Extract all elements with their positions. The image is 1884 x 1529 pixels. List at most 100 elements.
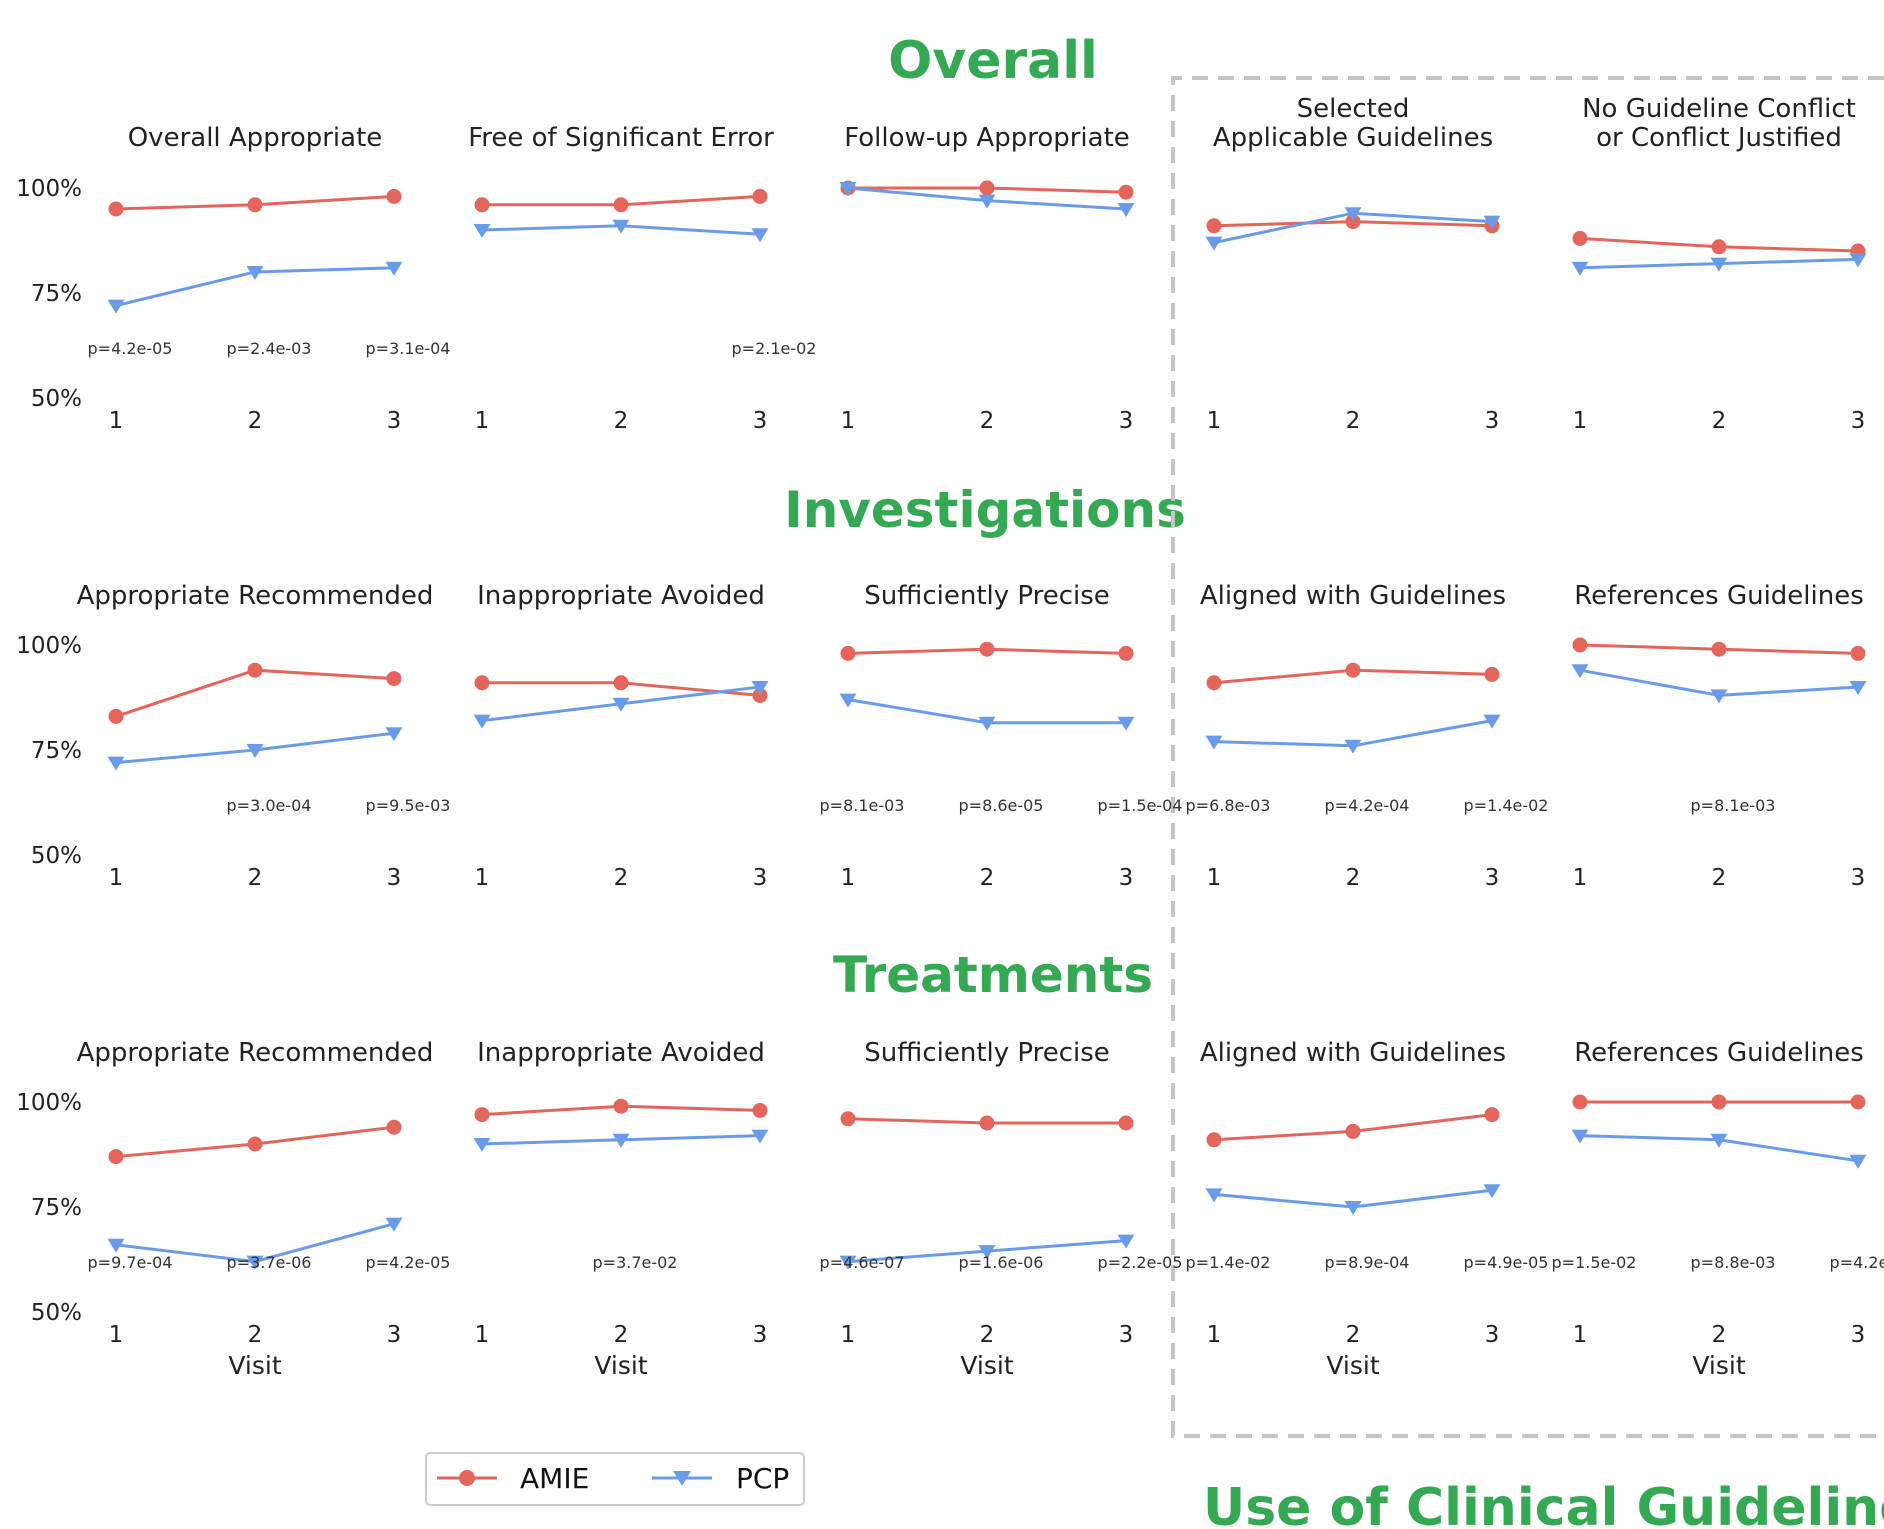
- pcp-point: [1344, 207, 1362, 222]
- p-value-label: p=4.2e-04: [1830, 1253, 1884, 1272]
- x-tick-label: 1: [841, 1322, 856, 1348]
- p-value-label: p=8.9e-04: [1325, 1253, 1410, 1272]
- pcp-point: [1571, 261, 1589, 276]
- amie-point: [1206, 218, 1222, 234]
- p-value-label: p=8.1e-03: [820, 796, 905, 815]
- amie-point: [247, 1136, 263, 1152]
- x-axis-label: Visit: [1692, 1351, 1745, 1380]
- p-value-label: p=8.1e-03: [1691, 796, 1776, 815]
- x-tick-label: 1: [1207, 865, 1222, 891]
- y-tick-label: 100%: [16, 1090, 82, 1116]
- amie-point: [979, 641, 995, 657]
- amie-point: [1484, 1107, 1500, 1123]
- x-tick-label: 1: [1573, 865, 1588, 891]
- p-value-label: p=3.0e-04: [227, 796, 312, 815]
- pcp-point: [385, 727, 403, 742]
- pcp-point: [978, 194, 996, 209]
- pcp-point: [1117, 716, 1135, 731]
- p-value-label: p=8.8e-03: [1691, 1253, 1776, 1272]
- amie-point: [1118, 1115, 1134, 1131]
- x-tick-label: 3: [1851, 408, 1866, 434]
- x-tick-label: 3: [1119, 1322, 1134, 1348]
- amie-point: [247, 197, 263, 213]
- p-value-label: p=9.5e-03: [366, 796, 451, 815]
- legend-amie-marker: [459, 1470, 475, 1486]
- panel-title: References Guidelines: [1574, 581, 1864, 611]
- panel-title: Aligned with Guidelines: [1200, 581, 1506, 611]
- amie-point: [108, 201, 124, 217]
- pcp-point: [1710, 689, 1728, 704]
- y-tick-label: 75%: [31, 1195, 82, 1221]
- x-tick-label: 1: [109, 1322, 124, 1348]
- pcp-point: [1117, 203, 1135, 217]
- p-value-label: p=2.4e-03: [227, 339, 312, 358]
- x-tick-label: 3: [1851, 1322, 1866, 1348]
- pcp-point: [978, 716, 996, 731]
- x-tick-label: 2: [1712, 865, 1727, 891]
- pcp-point: [246, 266, 264, 280]
- legend-frame: [425, 1452, 805, 1506]
- x-tick-label: 2: [614, 1322, 629, 1348]
- x-axis-label: Visit: [1326, 1351, 1379, 1380]
- p-value-label: p=1.5e-02: [1552, 1253, 1637, 1272]
- amie-point: [1345, 214, 1361, 230]
- y-tick-label: 50%: [31, 386, 82, 412]
- pcp-point: [612, 1133, 630, 1148]
- panel-title: Applicable Guidelines: [1213, 123, 1493, 153]
- pcp-point: [246, 744, 264, 758]
- section-title-overall: Overall: [888, 31, 1098, 91]
- x-tick-label: 3: [387, 865, 402, 891]
- p-value-label: p=8.6e-05: [959, 796, 1044, 815]
- x-tick-label: 3: [1485, 408, 1500, 434]
- x-tick-label: 3: [387, 408, 402, 434]
- x-tick-label: 3: [753, 408, 768, 434]
- x-tick-label: 1: [109, 865, 124, 891]
- p-value-label: p=4.2e-05: [366, 1253, 451, 1272]
- x-tick-label: 1: [1573, 408, 1588, 434]
- x-tick-label: 2: [1346, 865, 1361, 891]
- panel-title: Sufficiently Precise: [864, 581, 1110, 611]
- panel-title: Sufficiently Precise: [864, 1038, 1110, 1068]
- pcp-point: [839, 693, 857, 708]
- amie-point: [613, 197, 629, 213]
- pcp-point: [1344, 1201, 1362, 1215]
- x-tick-label: 1: [1573, 1322, 1588, 1348]
- pcp-point: [1483, 1184, 1501, 1199]
- amie-point: [1572, 1094, 1588, 1110]
- pcp-point: [612, 219, 630, 234]
- legend-amie-label: AMIE: [520, 1462, 589, 1495]
- amie-point: [1206, 675, 1222, 691]
- panel-title: or Conflict Justified: [1596, 123, 1842, 153]
- x-tick-label: 3: [1119, 408, 1134, 434]
- p-value-label: p=2.1e-02: [732, 339, 817, 358]
- x-tick-label: 1: [841, 408, 856, 434]
- panel-title: Appropriate Recommended: [77, 1038, 434, 1068]
- pcp-point: [107, 299, 125, 314]
- amie-point: [247, 662, 263, 678]
- legend-pcp-label: PCP: [736, 1462, 789, 1495]
- x-tick-label: 1: [475, 865, 490, 891]
- x-tick-label: 2: [980, 1322, 995, 1348]
- x-tick-label: 2: [1346, 1322, 1361, 1348]
- p-value-label: p=6.8e-03: [1186, 796, 1271, 815]
- panel-title: Free of Significant Error: [468, 123, 774, 153]
- amie-point: [752, 1102, 768, 1118]
- panel-title: Follow-up Appropriate: [844, 123, 1130, 153]
- x-tick-label: 3: [1119, 865, 1134, 891]
- pcp-point: [473, 1138, 491, 1152]
- amie-point: [1345, 662, 1361, 678]
- p-value-label: p=4.2e-04: [1325, 796, 1410, 815]
- pcp-point: [385, 1217, 403, 1232]
- amie-point: [1711, 641, 1727, 657]
- y-tick-label: 50%: [31, 1300, 82, 1326]
- pcp-point: [1483, 714, 1501, 729]
- pcp-point: [107, 1238, 125, 1253]
- y-tick-label: 100%: [16, 633, 82, 659]
- x-tick-label: 2: [980, 408, 995, 434]
- pcp-point: [1483, 215, 1501, 230]
- p-value-label: p=1.6e-06: [959, 1253, 1044, 1272]
- pcp-point: [839, 1255, 857, 1270]
- panel-title: Overall Appropriate: [128, 123, 383, 153]
- amie-point: [840, 1111, 856, 1127]
